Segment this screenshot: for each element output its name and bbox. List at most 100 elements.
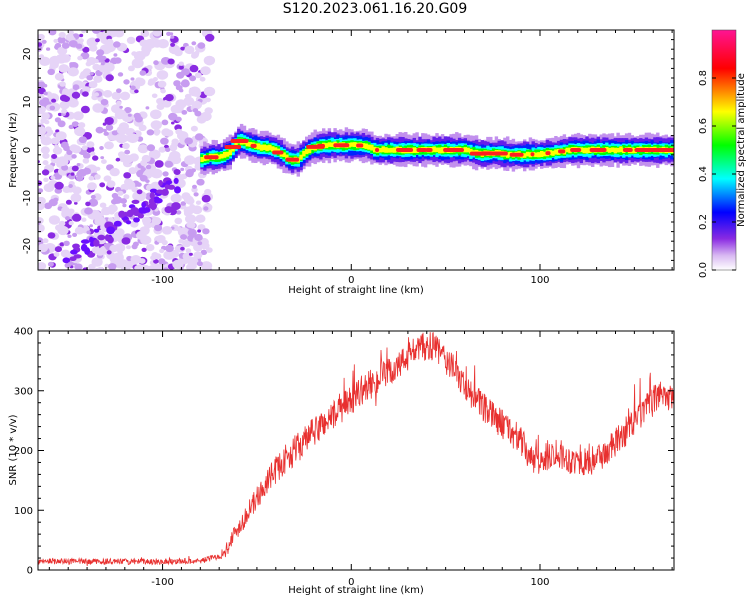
noise-blob <box>71 154 77 159</box>
noise-blob <box>149 192 155 199</box>
noise-blob <box>202 31 208 36</box>
noise-blob <box>134 115 143 123</box>
noise-blob <box>178 239 184 244</box>
noise-blob <box>193 251 203 259</box>
noise-blob <box>175 210 182 215</box>
noise-blob <box>69 62 74 66</box>
noise-blob <box>153 60 159 66</box>
noise-blob <box>69 256 77 262</box>
x-tick-label: -100 <box>151 577 174 588</box>
noise-blob <box>82 92 87 97</box>
noise-blob <box>119 91 131 101</box>
noise-blob <box>148 78 156 85</box>
ridge-cell <box>523 153 527 158</box>
ridge-cell <box>285 154 289 160</box>
noise-blob <box>38 33 45 41</box>
noise-blob <box>77 169 87 177</box>
noise-blob <box>88 198 99 207</box>
y-tick-label: 10 <box>22 96 33 109</box>
noise-blob <box>60 249 71 258</box>
noise-blob <box>146 65 153 70</box>
noise-blob <box>191 187 198 193</box>
noise-blob <box>41 39 47 44</box>
ridge-cell <box>528 152 533 158</box>
ridge-cell <box>613 147 617 154</box>
noise-blob <box>41 169 50 176</box>
noise-blob <box>178 61 184 66</box>
noise-blob <box>38 223 45 233</box>
snr-marks <box>38 332 674 567</box>
noise-blob <box>164 206 173 214</box>
noise-blob <box>72 243 80 249</box>
noise-blob <box>47 232 56 239</box>
ridge-cell <box>616 147 620 153</box>
noise-blob <box>40 146 50 154</box>
noise-blob <box>56 156 69 167</box>
noise-blob <box>191 51 199 59</box>
noise-blob <box>87 182 97 191</box>
noise-blob <box>57 120 66 128</box>
colorbar-label: Normalized spectral amplitude <box>736 73 747 227</box>
x-tick-label: 0 <box>348 577 354 588</box>
noise-blob <box>38 262 47 270</box>
noise-blob <box>68 98 79 108</box>
noise-blob <box>114 243 126 253</box>
noise-blob <box>192 184 197 189</box>
noise-blob <box>203 86 216 97</box>
noise-blob <box>67 234 72 238</box>
noise-blob <box>58 220 66 227</box>
noise-blob <box>181 68 190 76</box>
y-tick-label: -20 <box>22 238 33 254</box>
noise-blob <box>66 149 73 155</box>
ridge-core-cell <box>458 148 464 152</box>
noise-blob <box>130 77 135 81</box>
ridge-cell <box>381 146 385 153</box>
ridge-cell <box>361 143 366 149</box>
noise-blob <box>200 241 210 250</box>
noise-blob <box>158 258 166 265</box>
spectrogram-y-label: Frequency (Hz) <box>8 112 19 188</box>
figure-title: S120.2023.061.16.20.G09 <box>282 1 468 17</box>
snr-frame <box>37 330 675 571</box>
noise-blob <box>194 72 202 79</box>
ridge-core <box>204 139 674 162</box>
noise-blob <box>112 252 124 262</box>
noise-blob <box>150 255 157 261</box>
noise-blob <box>79 33 84 38</box>
noise-blob <box>48 215 61 225</box>
ridge-cell <box>607 147 612 153</box>
noise-blob <box>136 193 146 202</box>
ridge-cell <box>370 144 374 151</box>
ridge-cell <box>262 144 266 150</box>
noise-blob <box>67 67 79 77</box>
noise-blob <box>105 124 114 131</box>
noise-blob <box>174 245 182 252</box>
noise-blob <box>189 263 197 270</box>
noise-blob <box>173 80 181 87</box>
noise-blob <box>112 94 118 99</box>
noise-blob <box>82 46 90 53</box>
noise-blob <box>99 182 106 188</box>
noise-blob <box>111 198 118 205</box>
noise-blob <box>51 154 58 159</box>
ridge-core-cell <box>272 150 284 155</box>
noise-blob <box>80 70 89 79</box>
noise-blob <box>183 206 194 215</box>
noise-blob <box>172 259 184 269</box>
noise-blob <box>156 189 164 194</box>
noise-blob <box>175 116 182 122</box>
noise-blob <box>146 129 155 136</box>
noise-blob <box>133 217 140 223</box>
ridge-cell <box>259 144 264 151</box>
noise-blob <box>197 241 203 246</box>
noise-blob <box>170 35 175 39</box>
noise-blob <box>45 126 52 132</box>
noise-blob <box>180 234 188 240</box>
ridge-core-cell <box>316 143 325 148</box>
ridge-cell <box>610 147 615 152</box>
noise-blob <box>81 217 87 222</box>
noise-blob <box>58 64 69 73</box>
ridge-cell <box>231 146 235 152</box>
y-tick-label: -10 <box>22 190 33 206</box>
